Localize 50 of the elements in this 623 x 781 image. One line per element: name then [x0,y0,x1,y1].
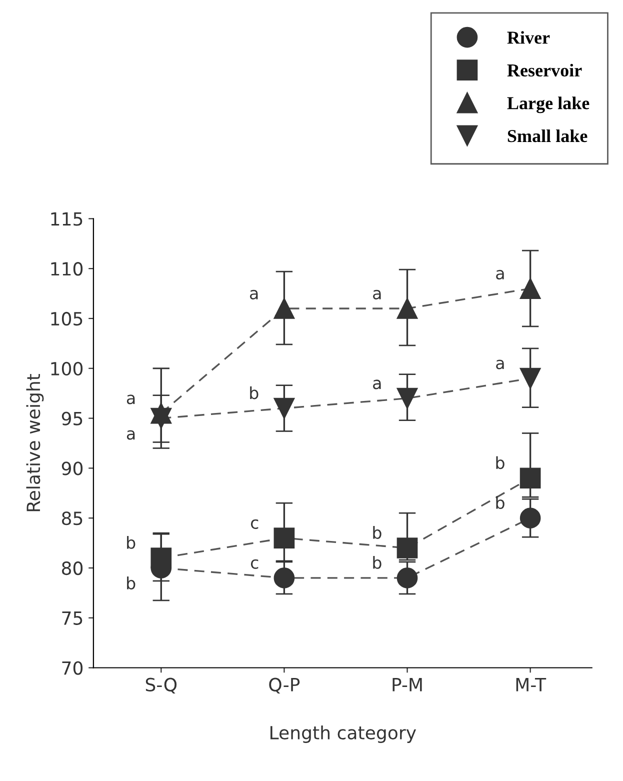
legend-label: Large lake [507,96,590,114]
x-tick-label: Q-P [269,678,300,694]
annotation: b [496,456,504,470]
x-tick-label: M-T [516,678,546,692]
point [396,568,418,588]
y-axis-title: Relative weight [26,374,44,512]
annotation: c [250,559,258,569]
annotation: a [496,270,504,280]
legend-label: Reservoir [507,64,582,77]
y-tick-label: 95 [62,412,82,426]
point [520,278,541,299]
x-tick-label: S-Q [146,678,177,694]
y-tick-label: 115 [51,212,82,226]
point [396,538,418,558]
point [396,298,418,319]
point [274,568,295,588]
y-tick-label: 75 [62,612,82,625]
annotation: a [126,394,135,404]
annotation: b [373,556,382,569]
x-tick-label: P-M [392,678,422,692]
y-tick-label: 85 [62,512,82,526]
annotation: b [127,576,136,590]
annotation: a [373,380,381,390]
annotation: a [126,430,135,440]
annotation: a [250,290,258,300]
annotation: b [127,536,136,549]
legend-label: River [507,31,550,44]
annotation: a [373,290,381,300]
x-axis-title: Length category [270,726,416,743]
y-tick-label: 90 [62,462,83,476]
annotation: b [250,386,258,400]
annotation: b [496,496,504,510]
legend-label: Small lake [508,129,588,142]
y-tick-label: 100 [51,362,83,376]
y-tick-label: 110 [51,262,83,276]
y-tick-label: 70 [62,661,83,675]
point [520,508,541,528]
point [274,528,295,548]
annotation: a [496,360,504,370]
y-tick-label: 80 [62,561,83,576]
point [520,468,541,489]
point [274,398,295,419]
point [150,548,172,568]
annotation: c [250,519,258,529]
point [150,408,172,429]
point [520,368,541,389]
y-tick-label: 105 [51,312,82,326]
point [274,298,295,319]
point [396,388,418,409]
annotation: b [373,526,382,539]
